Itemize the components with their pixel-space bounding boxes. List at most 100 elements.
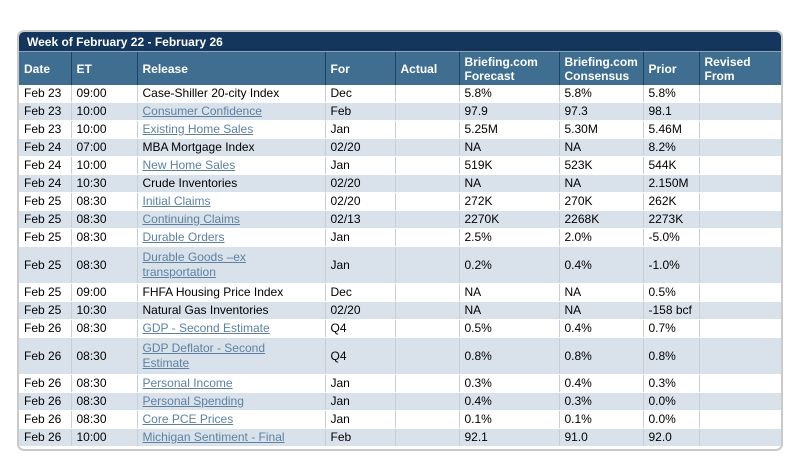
cell-briefing-consensus: 0.3%	[559, 392, 644, 411]
cell-for: Feb	[325, 428, 396, 447]
cell-briefing-forecast: 2.5%	[459, 228, 560, 247]
cell-date: Feb 26	[19, 410, 72, 429]
table-row: Feb 26 08:30 Personal Income Jan 0.3% 0.…	[19, 374, 781, 393]
cell-date: Feb 24	[19, 138, 72, 157]
cell-prior: 8.2%	[643, 138, 700, 157]
cell-briefing-consensus: 0.8%	[559, 337, 644, 375]
table-row: Feb 25 08:30 Continuing Claims 02/13 227…	[19, 210, 781, 229]
cell-release: Consumer Confidence	[137, 102, 326, 121]
cell-briefing-consensus: 0.4%	[559, 246, 644, 284]
cell-actual	[395, 138, 460, 157]
cell-release: Initial Claims	[137, 192, 326, 211]
cell-prior: 0.7%	[643, 319, 700, 338]
cell-et: 10:00	[71, 102, 138, 121]
release-link[interactable]: Existing Home Sales	[142, 122, 254, 136]
cell-prior: 2273K	[643, 210, 700, 229]
cell-briefing-forecast: 0.5%	[459, 319, 560, 338]
cell-date: Feb 25	[19, 301, 72, 320]
cell-actual	[395, 120, 460, 139]
release-link[interactable]: Core PCE Prices	[142, 412, 234, 426]
cell-revised-from	[699, 192, 781, 211]
cell-prior: 0.0%	[643, 392, 700, 411]
cell-revised-from	[699, 120, 781, 139]
cell-briefing-forecast: NA	[459, 138, 560, 157]
cell-actual	[395, 428, 460, 447]
cell-prior: -1.0%	[643, 246, 700, 284]
release-link[interactable]: GDP - Second Estimate	[142, 321, 270, 335]
cell-release: Crude Inventories	[137, 174, 326, 193]
cell-briefing-consensus: NA	[559, 301, 644, 320]
release-link[interactable]: New Home Sales	[142, 158, 236, 172]
cell-actual	[395, 319, 460, 338]
cell-revised-from	[699, 138, 781, 157]
cell-revised-from	[699, 210, 781, 229]
cell-release: Natural Gas Inventories	[137, 301, 326, 320]
cell-et: 10:30	[71, 174, 138, 193]
table-row: Feb 23 10:00 Consumer Confidence Feb 97.…	[19, 102, 781, 121]
table-row: Feb 24 10:30 Crude Inventories 02/20 NA …	[19, 174, 781, 193]
release-link[interactable]: GDP Deflator - Second Estimate	[142, 341, 266, 370]
release-link[interactable]: Durable Orders	[142, 230, 225, 244]
cell-for: 02/13	[325, 210, 396, 229]
cell-briefing-consensus: 523K	[559, 156, 644, 175]
cell-release: GDP - Second Estimate	[137, 319, 326, 338]
cell-et: 08:30	[71, 392, 138, 411]
cell-actual	[395, 210, 460, 229]
release-link[interactable]: Initial Claims	[142, 194, 211, 208]
cell-briefing-forecast: NA	[459, 283, 560, 302]
release-link[interactable]: Durable Goods –ex transportation	[142, 250, 246, 279]
cell-actual	[395, 228, 460, 247]
cell-date: Feb 26	[19, 392, 72, 411]
cell-et: 10:30	[71, 301, 138, 320]
col-header-for: For	[325, 52, 396, 85]
table-row: Feb 24 10:00 New Home Sales Jan 519K 523…	[19, 156, 781, 175]
cell-release: MBA Mortgage Index	[137, 138, 326, 157]
cell-briefing-consensus: 2.0%	[559, 228, 644, 247]
cell-briefing-consensus: 2268K	[559, 210, 644, 229]
cell-revised-from	[699, 410, 781, 429]
cell-for: 02/20	[325, 174, 396, 193]
cell-et: 08:30	[71, 192, 138, 211]
cell-briefing-forecast: 5.25M	[459, 120, 560, 139]
week-title: Week of February 22 - February 26	[19, 32, 781, 52]
cell-prior: 92.0	[643, 428, 700, 447]
cell-briefing-consensus: 5.8%	[559, 85, 644, 103]
cell-release: Personal Spending	[137, 392, 326, 411]
cell-for: Dec	[325, 283, 396, 302]
release-link[interactable]: Consumer Confidence	[142, 104, 262, 118]
cell-prior: 5.8%	[643, 85, 700, 103]
cell-briefing-forecast: 2270K	[459, 210, 560, 229]
cell-release: FHFA Housing Price Index	[137, 283, 326, 302]
cell-for: 02/20	[325, 301, 396, 320]
cell-briefing-consensus: 97.3	[559, 102, 644, 121]
cell-briefing-consensus: 0.4%	[559, 374, 644, 393]
release-text: FHFA Housing Price Index	[142, 285, 284, 299]
cell-date: Feb 25	[19, 210, 72, 229]
release-text: MBA Mortgage Index	[142, 140, 255, 154]
col-header-et: ET	[71, 52, 138, 85]
cell-revised-from	[699, 156, 781, 175]
release-text: Case-Shiller 20-city Index	[142, 86, 280, 100]
release-link[interactable]: Michigan Sentiment - Final	[142, 430, 285, 444]
cell-briefing-consensus: 91.0	[559, 428, 644, 447]
cell-prior: 5.46M	[643, 120, 700, 139]
cell-briefing-forecast: 0.4%	[459, 392, 560, 411]
cell-revised-from	[699, 228, 781, 247]
cell-et: 10:00	[71, 120, 138, 139]
cell-release: Durable Orders	[137, 228, 326, 247]
cell-for: Jan	[325, 246, 396, 284]
cell-for: 02/20	[325, 192, 396, 211]
table-row: Feb 25 08:30 Durable Orders Jan 2.5% 2.0…	[19, 228, 781, 247]
cell-briefing-forecast: 0.8%	[459, 337, 560, 375]
cell-prior: 2.150M	[643, 174, 700, 193]
cell-et: 08:30	[71, 410, 138, 429]
release-link[interactable]: Personal Income	[142, 376, 233, 390]
cell-date: Feb 25	[19, 228, 72, 247]
cell-briefing-forecast: 0.2%	[459, 246, 560, 284]
cell-prior: 0.3%	[643, 374, 700, 393]
release-link[interactable]: Personal Spending	[142, 394, 244, 408]
col-header-prior: Prior	[643, 52, 700, 85]
cell-et: 10:00	[71, 156, 138, 175]
cell-actual	[395, 192, 460, 211]
release-link[interactable]: Continuing Claims	[142, 212, 240, 226]
